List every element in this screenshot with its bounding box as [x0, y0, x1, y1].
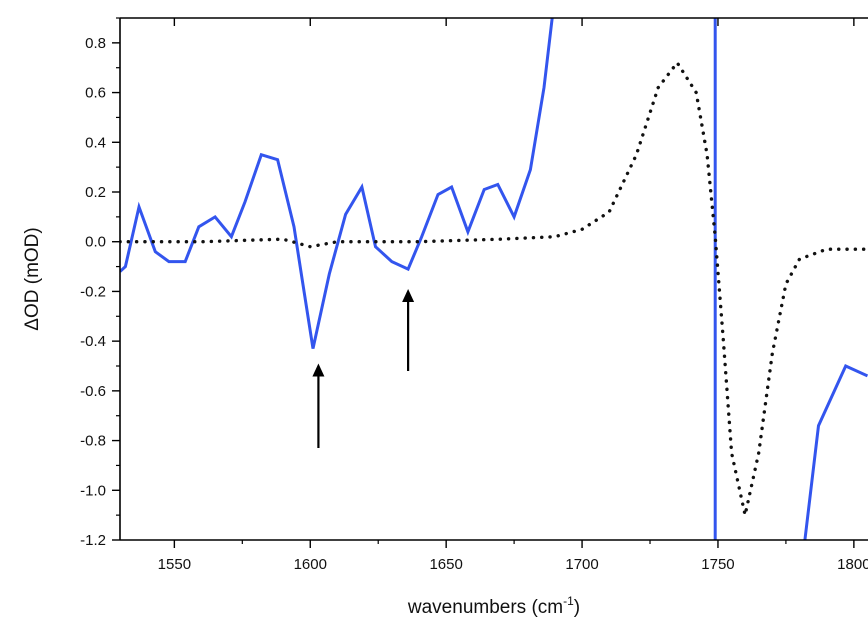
y-tick-label: 0.8: [85, 35, 106, 52]
y-tick-label: -1.0: [80, 482, 106, 499]
y-tick-label: -0.8: [80, 433, 106, 450]
y-axis-title: ΔOD (mOD): [22, 227, 43, 330]
y-tick-label: 0.0: [85, 234, 106, 251]
series-layer: [120, 18, 868, 540]
x-tick-label: 1550: [158, 556, 191, 573]
solid-series-line-2: [803, 364, 868, 540]
y-tick-label: -1.2: [80, 532, 106, 549]
x-axis-title-close: ): [574, 597, 580, 618]
annotation-arrow-head-1: [402, 288, 415, 302]
y-tick-label: 0.2: [85, 184, 106, 201]
axes-layer: [112, 17, 868, 548]
tick-label-layer: 1550 1600 1650 1700 1750 1800 0.8 0.6 0.4 0.2 0.0 -…: [80, 35, 868, 573]
x-tick-label: 1600: [294, 556, 327, 573]
y-tick-label: -0.6: [80, 383, 106, 400]
y-tick-label: 0.6: [85, 85, 106, 102]
annotation-layer: [312, 288, 415, 449]
y-tick-label: -0.4: [80, 333, 106, 350]
x-axis-title-main: wavenumbers (cm: [407, 597, 563, 618]
dotted-series-line: [120, 59, 868, 516]
y-tick-label: -0.2: [80, 283, 106, 300]
annotation-arrow-head-0: [312, 363, 325, 377]
x-tick-label: 1800: [837, 556, 868, 573]
x-tick-label: 1750: [701, 556, 734, 573]
x-tick-label: 1650: [429, 556, 462, 573]
x-axis-title: wavenumbers (cm-1): [407, 594, 580, 618]
y-tick-label: 0.4: [85, 134, 106, 151]
solid-series-line-0: [120, 18, 554, 349]
x-tick-label: 1700: [565, 556, 598, 573]
x-axis-title-superscript: -1: [563, 594, 574, 608]
